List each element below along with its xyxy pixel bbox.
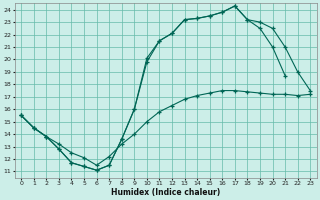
X-axis label: Humidex (Indice chaleur): Humidex (Indice chaleur)	[111, 188, 220, 197]
